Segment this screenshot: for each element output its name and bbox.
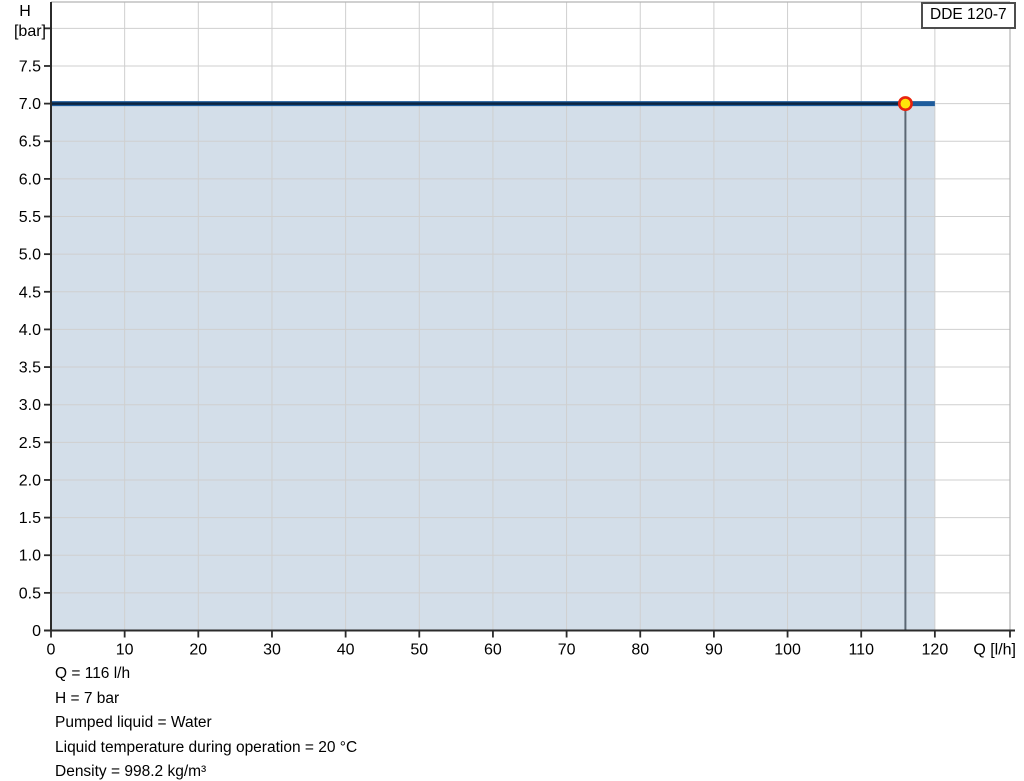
x-tick-label: 80: [631, 642, 649, 659]
y-tick-label: 3.5: [19, 360, 41, 377]
y-tick-label: 3.0: [19, 397, 41, 414]
y-axis-unit-label: [bar]: [14, 23, 46, 40]
x-tick-label: 0: [47, 642, 56, 659]
x-axis-unit-label: Q [l/h]: [973, 642, 1016, 659]
y-tick-label: 4.0: [19, 322, 41, 339]
density-readout: Density = 998.2 kg/m³: [55, 763, 207, 781]
head-readout: H = 7 bar: [55, 689, 120, 707]
x-tick-label: 100: [774, 642, 801, 659]
pumped-liquid-readout: Pumped liquid = Water: [55, 714, 212, 732]
y-tick-label: 5.0: [19, 247, 41, 264]
x-tick-label: 40: [337, 642, 355, 659]
y-tick-label: 0: [32, 623, 41, 640]
y-tick-label: 2.5: [19, 435, 41, 452]
x-tick-label: 60: [484, 642, 502, 659]
x-tick-label: 110: [848, 642, 874, 659]
x-tick-label: 120: [922, 642, 949, 659]
operating-point-marker[interactable]: [897, 96, 913, 112]
y-axis-ticks: 0 0.5 1.0 1.5 2.0 2.5 3.0 3.5 4.0 4.5 5.0 5.5 6.0 6.5…: [19, 27, 51, 640]
pump-model-label: DDE 120-7: [921, 2, 1016, 29]
y-tick-label: 1.0: [19, 548, 41, 565]
gridlines: [51, 2, 1010, 631]
y-tick-label: 2.0: [19, 472, 41, 489]
y-tick-label: 7.0: [19, 96, 41, 113]
x-axis-ticks: 0 10 20 30 40 50 60 70 80 90 100 110 120: [47, 630, 1011, 659]
y-axis-name-label: H: [19, 3, 31, 20]
x-tick-label: 30: [263, 642, 281, 659]
x-tick-label: 10: [116, 642, 134, 659]
x-tick-label: 90: [705, 642, 723, 659]
plot-border: [51, 1, 1011, 631]
y-tick-label: 7.5: [19, 58, 41, 75]
x-tick-label: 50: [410, 642, 428, 659]
liquid-temperature-readout: Liquid temperature during operation = 20…: [55, 738, 358, 756]
x-tick-label: 70: [558, 642, 576, 659]
y-tick-label: 0.5: [19, 585, 41, 602]
y-tick-label: 1.5: [19, 510, 41, 527]
flow-readout: Q = 116 l/h: [55, 665, 131, 682]
y-tick-label: 5.5: [19, 209, 41, 226]
operating-conditions: Q = 116 l/h H = 7 bar Pumped liquid = Wa…: [55, 662, 357, 781]
y-tick-label: 4.5: [19, 284, 41, 301]
x-tick-label: 20: [189, 642, 207, 659]
y-tick-label: 6.5: [19, 134, 41, 151]
axes: [44, 2, 1015, 632]
y-tick-label: 6.0: [19, 171, 41, 188]
pump-curve-chart: 0 0.5 1.0 1.5 2.0 2.5 3.0 3.5 4.0 4.5 5.0 5.5 6.0 6.5…: [14, 1, 1016, 659]
